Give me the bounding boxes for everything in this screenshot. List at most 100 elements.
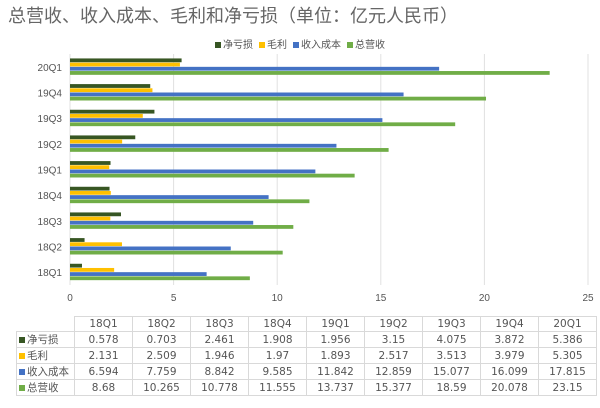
bar-毛利-20Q1 xyxy=(70,62,180,67)
table-header-cell: 19Q1 xyxy=(306,316,365,332)
table-header-cell: 18Q1 xyxy=(74,316,133,332)
x-tick-label: 0 xyxy=(67,293,73,304)
table-header-cell: 19Q4 xyxy=(480,316,539,332)
y-tick-label: 19Q2 xyxy=(38,140,63,151)
table-row-label: 总营收 xyxy=(16,379,75,396)
legend-swatch xyxy=(293,42,299,48)
legend-key-swatch xyxy=(19,369,25,375)
x-tick-label: 25 xyxy=(582,293,594,304)
bar-收入成本-20Q1 xyxy=(70,66,440,71)
table-cell: 2.517 xyxy=(364,347,423,364)
legend-item: 毛利 xyxy=(259,40,287,51)
bar-净亏损-19Q1 xyxy=(70,161,111,165)
table-cell: 8.68 xyxy=(74,379,133,396)
table-cell: 5.386 xyxy=(538,331,597,348)
y-tick-label: 19Q3 xyxy=(38,114,63,125)
table-header-cell: 19Q3 xyxy=(422,316,481,332)
bar-总营收-19Q4 xyxy=(70,96,487,101)
table-cell: 17.815 xyxy=(538,363,597,380)
table-cell: 3.513 xyxy=(422,347,481,364)
table-header-cell: 20Q1 xyxy=(538,316,597,332)
bar-毛利-18Q4 xyxy=(70,190,111,195)
table-cell: 4.075 xyxy=(422,331,481,348)
y-tick-label: 18Q2 xyxy=(38,243,63,254)
chart-title: 总营收、收入成本、毛利和净亏损（单位：亿元人民币） xyxy=(8,6,458,27)
legend-label: 收入成本 xyxy=(301,40,341,51)
legend-swatch xyxy=(215,42,221,48)
x-tick-label: 5 xyxy=(171,293,177,304)
table-cell: 5.305 xyxy=(538,347,597,364)
table-row-label: 毛利 xyxy=(16,347,75,364)
table-cell: 20.078 xyxy=(480,379,539,396)
legend-label: 净亏损 xyxy=(223,40,253,51)
legend-swatch xyxy=(347,42,353,48)
table-cell: 1.956 xyxy=(306,331,365,348)
bar-收入成本-18Q3 xyxy=(70,220,254,225)
table-header-row: 18Q1 18Q2 18Q3 18Q4 19Q1 19Q2 19Q3 19Q4 20Q1 xyxy=(16,316,597,332)
table-row: 总营收 8.68 10.265 10.778 11.555 13.737 15.377 18.… xyxy=(16,379,597,396)
bar-毛利-19Q4 xyxy=(70,88,153,93)
table-header-cell: 18Q4 xyxy=(248,316,307,332)
bar-收入成本-19Q3 xyxy=(70,118,383,122)
y-tick-label: 19Q4 xyxy=(38,89,63,100)
table-cell: 1.946 xyxy=(190,347,249,364)
table-cell: 15.077 xyxy=(422,363,481,380)
table-cell: 3.872 xyxy=(480,331,539,348)
table-cell: 10.265 xyxy=(132,379,191,396)
bar-毛利-18Q2 xyxy=(70,242,122,247)
legend: 净亏损 毛利 收入成本 总营收 xyxy=(0,36,600,51)
legend-swatch xyxy=(259,42,265,48)
bar-收入成本-19Q1 xyxy=(70,169,316,174)
table-cell: 7.759 xyxy=(132,363,191,380)
y-tick-label: 18Q3 xyxy=(38,217,63,228)
table-cell: 11.842 xyxy=(306,363,365,380)
legend-key-swatch xyxy=(19,337,25,343)
bar-总营收-18Q3 xyxy=(70,225,294,229)
bar-净亏损-19Q3 xyxy=(70,109,155,114)
table-cell: 9.585 xyxy=(248,363,307,380)
bar-总营收-18Q1 xyxy=(70,276,250,281)
bar-净亏损-18Q1 xyxy=(70,263,82,268)
table-cell: 10.778 xyxy=(190,379,249,396)
table-row: 净亏损 0.578 0.703 2.461 1.908 1.956 3.15 4.075 3.8… xyxy=(16,331,597,348)
table-row: 毛利 2.131 2.509 1.946 1.97 1.893 2.517 3.513 3.97… xyxy=(16,347,597,364)
bar-收入成本-18Q4 xyxy=(70,195,269,199)
table-header-cell: 18Q3 xyxy=(190,316,249,332)
bar-净亏损-18Q3 xyxy=(70,212,121,217)
bar-总营收-19Q3 xyxy=(70,122,456,127)
legend-item: 净亏损 xyxy=(215,40,253,51)
legend-key-swatch xyxy=(19,353,25,359)
bar-毛利-18Q3 xyxy=(70,216,111,221)
row-name: 净亏损 xyxy=(27,334,59,346)
table-cell: 2.461 xyxy=(190,331,249,348)
bar-收入成本-19Q4 xyxy=(70,92,404,97)
table-cell: 2.131 xyxy=(74,347,133,364)
bar-毛利-18Q1 xyxy=(70,267,115,272)
bar-总营收-19Q2 xyxy=(70,148,389,152)
table-header-cell: 18Q2 xyxy=(132,316,191,332)
table-row-label: 收入成本 xyxy=(16,363,75,380)
row-name: 收入成本 xyxy=(27,366,69,378)
x-tick-label: 15 xyxy=(375,293,387,304)
y-tick-label: 18Q4 xyxy=(38,191,63,202)
plot-area: 0 5 10 15 20 25 18Q1 18Q2 18Q3 18Q4 19Q1 19Q2 19Q3 19… xyxy=(38,54,594,304)
bar-总营收-20Q1 xyxy=(70,71,550,75)
table-cell: 1.908 xyxy=(248,331,307,348)
bar-收入成本-18Q1 xyxy=(70,272,207,276)
bar-收入成本-19Q2 xyxy=(70,143,337,148)
legend-label: 总营收 xyxy=(355,40,385,51)
table-cell: 8.842 xyxy=(190,363,249,380)
data-table: 18Q1 18Q2 18Q3 18Q4 19Q1 19Q2 19Q3 19Q4 20Q1 净亏损 0… xyxy=(16,316,597,396)
table-cell: 3.979 xyxy=(480,347,539,364)
table-cell: 12.859 xyxy=(364,363,423,380)
table-cell: 0.578 xyxy=(74,331,133,348)
legend-key-swatch xyxy=(19,385,25,391)
bar-净亏损-19Q4 xyxy=(70,84,151,88)
legend-label: 毛利 xyxy=(267,40,287,51)
table-cell: 15.377 xyxy=(364,379,423,396)
bar-总营收-18Q2 xyxy=(70,250,283,255)
table-cell: 1.97 xyxy=(248,347,307,364)
row-name: 总营收 xyxy=(27,382,59,394)
bar-净亏损-20Q1 xyxy=(70,58,182,63)
